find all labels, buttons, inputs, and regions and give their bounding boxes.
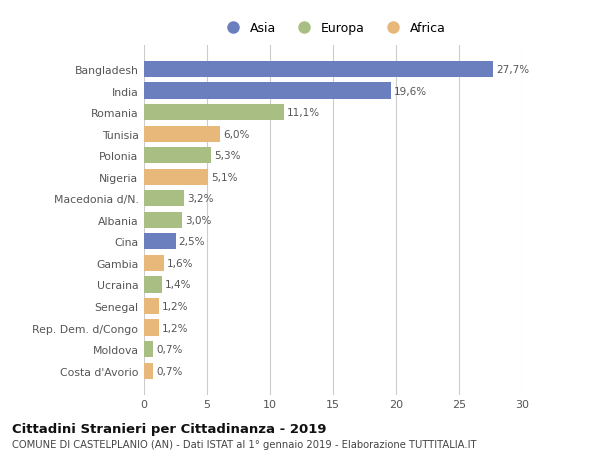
Text: 6,0%: 6,0% — [223, 129, 249, 140]
Bar — [144, 191, 184, 207]
Bar — [144, 341, 153, 358]
Text: 1,6%: 1,6% — [167, 258, 194, 269]
Text: Cittadini Stranieri per Cittadinanza - 2019: Cittadini Stranieri per Cittadinanza - 2… — [12, 422, 326, 436]
Text: 1,2%: 1,2% — [162, 323, 189, 333]
Text: 1,2%: 1,2% — [162, 301, 189, 311]
Bar — [144, 83, 391, 100]
Text: 5,3%: 5,3% — [214, 151, 241, 161]
Bar — [144, 363, 153, 379]
Text: 11,1%: 11,1% — [287, 108, 320, 118]
Text: 3,2%: 3,2% — [187, 194, 214, 204]
Bar — [144, 148, 211, 164]
Bar — [144, 255, 164, 271]
Text: 19,6%: 19,6% — [394, 86, 427, 96]
Bar — [144, 169, 208, 185]
Bar — [144, 234, 176, 250]
Text: 5,1%: 5,1% — [211, 172, 238, 182]
Bar — [144, 298, 159, 314]
Legend: Asia, Europa, Africa: Asia, Europa, Africa — [215, 17, 451, 40]
Bar — [144, 212, 182, 229]
Text: 3,0%: 3,0% — [185, 215, 211, 225]
Text: 2,5%: 2,5% — [179, 237, 205, 247]
Bar — [144, 126, 220, 142]
Bar — [144, 62, 493, 78]
Text: 1,4%: 1,4% — [165, 280, 191, 290]
Text: COMUNE DI CASTELPLANIO (AN) - Dati ISTAT al 1° gennaio 2019 - Elaborazione TUTTI: COMUNE DI CASTELPLANIO (AN) - Dati ISTAT… — [12, 440, 476, 449]
Text: 27,7%: 27,7% — [496, 65, 529, 75]
Bar — [144, 105, 284, 121]
Text: 0,7%: 0,7% — [156, 344, 182, 354]
Text: 0,7%: 0,7% — [156, 366, 182, 376]
Bar — [144, 277, 161, 293]
Bar — [144, 320, 159, 336]
